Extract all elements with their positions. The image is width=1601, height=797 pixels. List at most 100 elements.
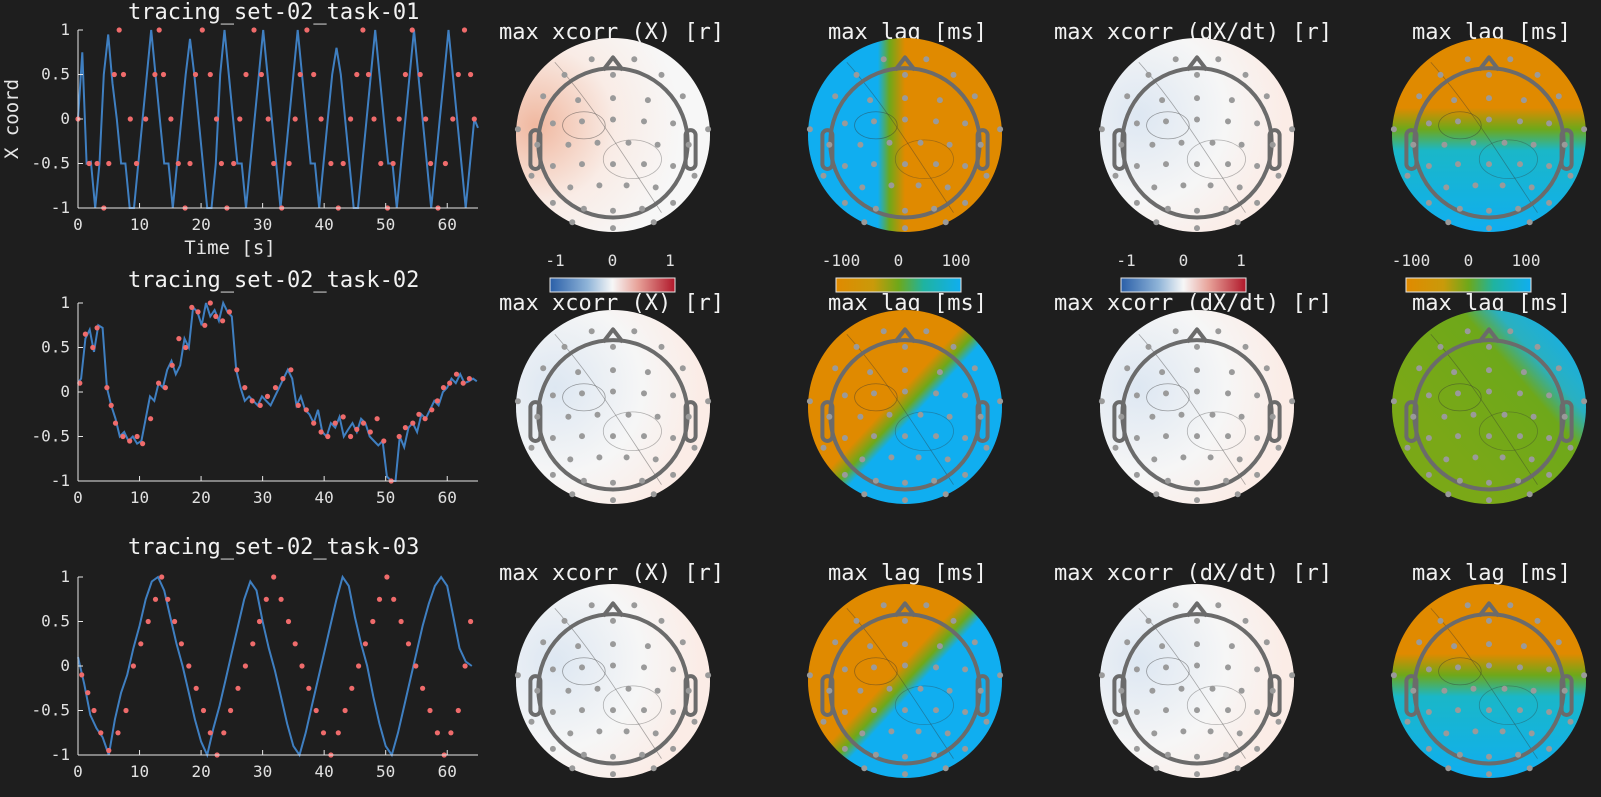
electrode bbox=[644, 369, 651, 376]
target-point bbox=[256, 618, 263, 625]
x-tick-label: 50 bbox=[376, 215, 395, 234]
target-point bbox=[391, 596, 397, 602]
x-tick-label: 10 bbox=[130, 215, 149, 234]
target-point bbox=[168, 116, 174, 122]
electrode bbox=[670, 471, 677, 478]
electrode bbox=[596, 454, 603, 461]
x-tick-label: 20 bbox=[191, 488, 210, 507]
colorbar-tick-label: -1 bbox=[1116, 251, 1135, 270]
electrode bbox=[549, 709, 556, 715]
electrode bbox=[1269, 413, 1276, 420]
electrode bbox=[1112, 444, 1119, 451]
electrode bbox=[888, 182, 895, 189]
electrode bbox=[820, 718, 827, 725]
electrode bbox=[610, 225, 616, 232]
colorbar-1: -1 0 1 bbox=[545, 251, 676, 293]
target-point bbox=[116, 27, 122, 33]
colorbar-gradient bbox=[835, 277, 962, 293]
electrode bbox=[1567, 172, 1574, 179]
electrode bbox=[1546, 666, 1553, 673]
electrode bbox=[1404, 172, 1411, 179]
target-point bbox=[213, 313, 219, 319]
electrode bbox=[826, 687, 833, 694]
electrode bbox=[1470, 411, 1477, 418]
electrode bbox=[1164, 751, 1171, 758]
target-point bbox=[106, 160, 112, 167]
electrode bbox=[1163, 118, 1169, 125]
electrode bbox=[1194, 771, 1200, 778]
electrode bbox=[983, 172, 990, 179]
electrode bbox=[1470, 685, 1477, 692]
target-point bbox=[422, 416, 428, 422]
electrode bbox=[641, 118, 647, 125]
nose bbox=[601, 55, 625, 72]
electrode bbox=[1263, 365, 1270, 372]
electrode bbox=[1118, 687, 1125, 694]
target-point bbox=[218, 160, 224, 167]
left-ear bbox=[1404, 674, 1419, 717]
electrode bbox=[685, 141, 692, 148]
electrode bbox=[1390, 672, 1397, 679]
electrode bbox=[1145, 617, 1152, 624]
electrode bbox=[1223, 751, 1230, 758]
target-point bbox=[207, 300, 213, 306]
target-point bbox=[462, 663, 468, 669]
target-point bbox=[123, 707, 129, 714]
electrode bbox=[652, 730, 659, 737]
topoplot-r2-c4 bbox=[1390, 310, 1588, 504]
electrode bbox=[610, 95, 616, 102]
nose bbox=[601, 601, 625, 618]
electrode bbox=[1486, 707, 1492, 714]
y-tick-label: 0.5 bbox=[41, 612, 70, 631]
electrode bbox=[950, 71, 957, 78]
electrode bbox=[942, 219, 949, 226]
electrode bbox=[1501, 139, 1508, 146]
electrode bbox=[902, 207, 908, 214]
electrode bbox=[917, 139, 924, 146]
contour-line bbox=[562, 383, 606, 412]
contour-line bbox=[1430, 333, 1538, 485]
electrode bbox=[1225, 707, 1231, 714]
electrode bbox=[641, 664, 647, 671]
target-point bbox=[120, 71, 127, 78]
electrode bbox=[931, 751, 938, 758]
electrode bbox=[644, 97, 651, 104]
electrode bbox=[579, 118, 585, 125]
target-point bbox=[398, 618, 404, 625]
target-point bbox=[278, 596, 284, 602]
electrode bbox=[514, 398, 521, 405]
y-tick-label: 1 bbox=[60, 20, 70, 39]
target-point bbox=[460, 380, 466, 386]
electrode bbox=[580, 205, 587, 212]
electrode bbox=[549, 392, 556, 399]
electrode bbox=[1194, 225, 1200, 232]
electrode bbox=[705, 126, 712, 133]
electrode bbox=[1410, 687, 1417, 694]
electrode bbox=[623, 182, 630, 189]
electrode bbox=[1546, 120, 1553, 127]
electrode bbox=[1225, 390, 1231, 397]
target-point bbox=[263, 596, 269, 602]
target-point bbox=[348, 433, 354, 440]
right-ear bbox=[1559, 674, 1574, 717]
y-tick-label: -0.5 bbox=[31, 427, 70, 446]
target-point bbox=[295, 402, 301, 408]
electrode bbox=[1410, 141, 1417, 148]
electrode bbox=[549, 435, 556, 441]
target-point bbox=[340, 414, 346, 420]
electrode bbox=[1456, 205, 1463, 212]
target-point bbox=[374, 416, 380, 422]
contour-line bbox=[894, 139, 954, 180]
target-point bbox=[112, 420, 119, 426]
y-tick-label: -0.5 bbox=[31, 154, 70, 173]
target-point bbox=[213, 116, 220, 122]
target-point bbox=[320, 730, 327, 736]
electrode bbox=[639, 751, 646, 758]
topoplot-r2-c2 bbox=[806, 310, 1004, 504]
target-point bbox=[176, 336, 182, 342]
chart-title-task-03: tracing_set-02_task-03 bbox=[128, 535, 420, 560]
electrode bbox=[1499, 728, 1506, 735]
electrode bbox=[880, 56, 887, 63]
electrode bbox=[1567, 718, 1574, 725]
colorbar-gradient bbox=[549, 277, 676, 293]
